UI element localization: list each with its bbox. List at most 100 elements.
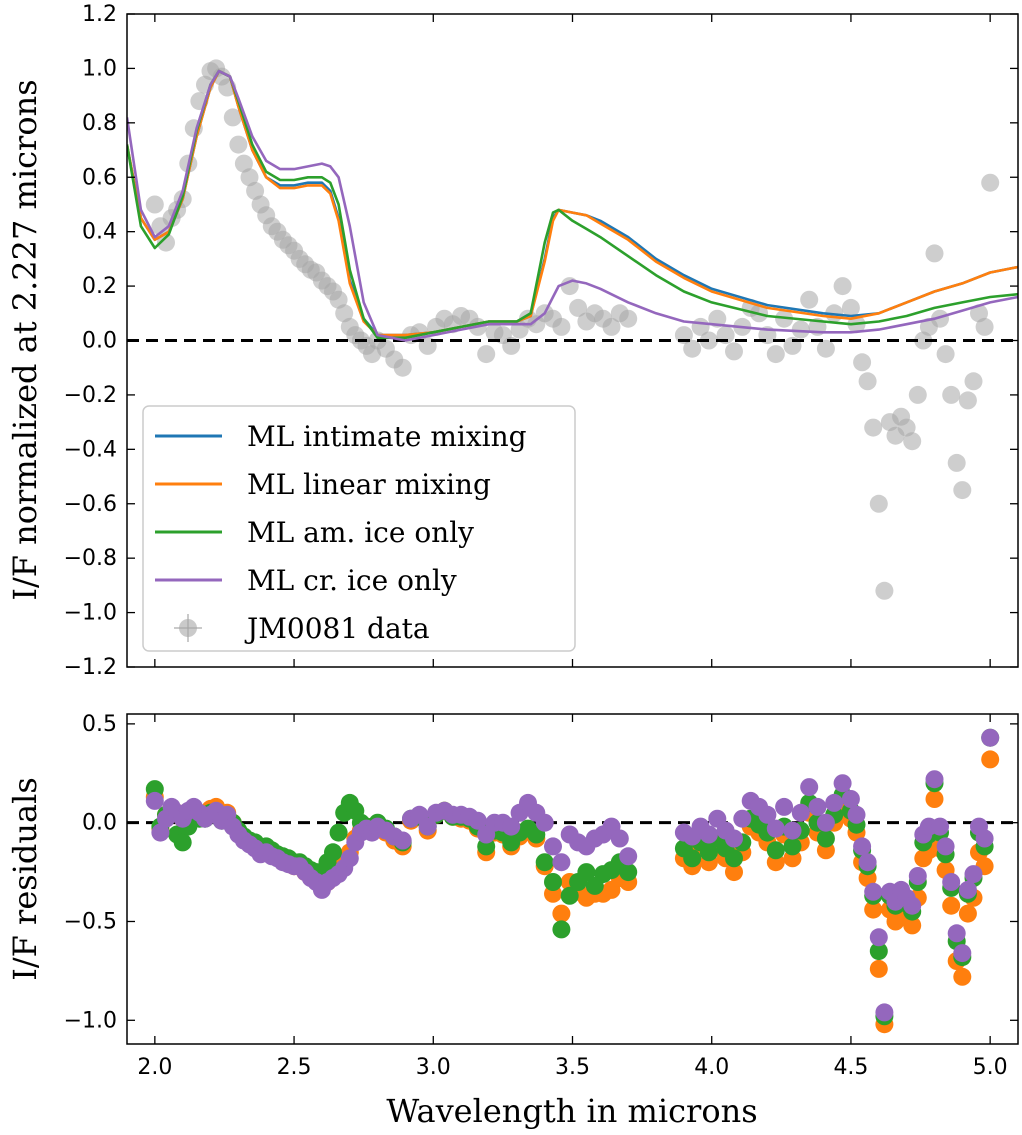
bottom-y-axis-label: I/F residuals (6, 777, 44, 981)
residual-point-series-3 (947, 924, 966, 943)
top-y-tick-label: 0.4 (82, 220, 117, 245)
data-point (914, 331, 933, 350)
residual-point-series-2 (535, 853, 554, 872)
residual-point-series-2 (725, 849, 743, 868)
bottom-y-tick-label: 0.0 (82, 811, 117, 836)
top-y-tick-label: 1.2 (82, 2, 117, 27)
residual-point-series-3 (340, 849, 359, 868)
residual-point-series-3 (535, 813, 554, 832)
data-point (964, 372, 983, 391)
residual-point-series-3 (936, 837, 955, 856)
top-y-tick-label: 0.8 (82, 111, 117, 136)
residual-point-series-3 (875, 1003, 894, 1022)
legend: ML intimate mixing ML linear mixing ML am.… (142, 405, 576, 652)
legend-label: ML linear mixing (247, 468, 491, 501)
residual-point-series-3 (908, 867, 927, 885)
data-point (853, 353, 872, 372)
residual-point-series-2 (699, 843, 718, 862)
residual-point-series-3 (858, 853, 877, 872)
residual-point-series-1 (958, 904, 977, 923)
data-point (552, 317, 571, 336)
data-point (683, 339, 702, 358)
residual-point-series-3 (800, 778, 819, 797)
residual-point-series-2 (552, 920, 571, 939)
data-point (157, 233, 175, 252)
data-point (903, 432, 922, 451)
data-point (229, 135, 248, 154)
residual-point-series-2 (560, 886, 579, 905)
residual-point-series-3 (699, 825, 718, 844)
residual-point-series-3 (766, 819, 785, 838)
top-panel-data (127, 59, 1018, 600)
top-y-tick-label: 0.6 (82, 165, 117, 190)
data-point (942, 385, 961, 404)
bottom-panel-data (127, 728, 1018, 1034)
residual-point-series-1 (925, 790, 944, 808)
data-point (816, 339, 835, 358)
legend-label: ML intimate mixing (247, 420, 527, 453)
data-point (240, 168, 259, 187)
bottom-y-tick-label: −1.0 (64, 1008, 117, 1033)
residual-point-series-3 (610, 829, 629, 848)
residual-point-series-3 (725, 829, 743, 848)
residual-point-series-3 (393, 831, 412, 850)
bottom-x-tick-label: 4.0 (694, 1055, 729, 1080)
residual-point-series-3 (841, 790, 860, 808)
top-y-tick-label: −1.0 (64, 601, 117, 626)
residual-point-series-3 (853, 837, 872, 856)
residual-point-series-3 (502, 817, 521, 836)
residual-point-series-3 (733, 809, 752, 828)
residual-point-series-3 (847, 805, 866, 824)
residual-point-series-3 (783, 821, 802, 840)
top-panel: −1.2 −1.0 −0.8 −0.6 −0.4 −0.2 0.0 0.2 0.4 0.6 0.8 1… (6, 2, 1019, 680)
top-y-tick-label: −0.2 (64, 383, 117, 408)
residual-point-series-2 (173, 833, 192, 852)
data-point (931, 309, 949, 328)
residual-point-series-3 (758, 805, 777, 824)
residual-point-series-3 (552, 853, 571, 872)
top-y-tick-label: −0.6 (64, 492, 117, 517)
bottom-panel: −1.0 −0.5 0.0 0.5 2.0 2.5 3.0 3.5 4.0 4.5 5.0 I/F … (6, 712, 1019, 1130)
data-point (947, 453, 966, 472)
bottom-y-tick-label: −0.5 (64, 909, 117, 934)
residual-point-series-3 (958, 880, 977, 899)
top-y-tick-label: 1.0 (82, 56, 117, 81)
data-point (145, 195, 164, 214)
bottom-x-tick-label: 5.0 (973, 1055, 1008, 1080)
data-point (477, 345, 496, 364)
top-y-tick-label: −1.2 (64, 655, 117, 680)
data-point (897, 418, 916, 437)
residual-point-series-2 (766, 841, 785, 860)
residual-point-series-2 (329, 823, 348, 842)
data-point (619, 309, 638, 328)
residual-point-series-3 (931, 817, 949, 836)
residual-point-series-3 (953, 944, 972, 963)
residual-point-series-3 (544, 837, 562, 856)
top-y-tick-label: −0.8 (64, 546, 117, 571)
residual-point-series-3 (869, 928, 888, 947)
data-point (363, 345, 381, 364)
residual-point-series-2 (783, 837, 802, 856)
residual-point-series-3 (981, 728, 1000, 747)
residual-point-series-3 (816, 813, 835, 832)
data-point (875, 581, 894, 600)
residual-point-series-3 (808, 797, 827, 816)
data-point (841, 298, 860, 317)
x-axis-label: Wavelength in microns (386, 1092, 757, 1130)
bottom-x-tick-label: 4.5 (833, 1055, 868, 1080)
data-point (958, 391, 977, 410)
residual-point-series-3 (151, 823, 170, 842)
bottom-y-tick-label: 0.5 (82, 712, 117, 737)
residual-point-series-3 (903, 896, 922, 915)
residual-point-series-1 (864, 900, 883, 919)
data-point (223, 108, 242, 127)
top-y-tick-label: −0.4 (64, 437, 117, 462)
data-point (766, 345, 785, 364)
residual-point-series-1 (942, 896, 961, 915)
legend-label: ML am. ice only (247, 516, 474, 549)
residual-point-series-2 (683, 849, 702, 868)
residual-point-series-3 (975, 829, 994, 848)
data-point (869, 494, 888, 513)
data-point (936, 345, 955, 364)
data-point (833, 277, 852, 296)
